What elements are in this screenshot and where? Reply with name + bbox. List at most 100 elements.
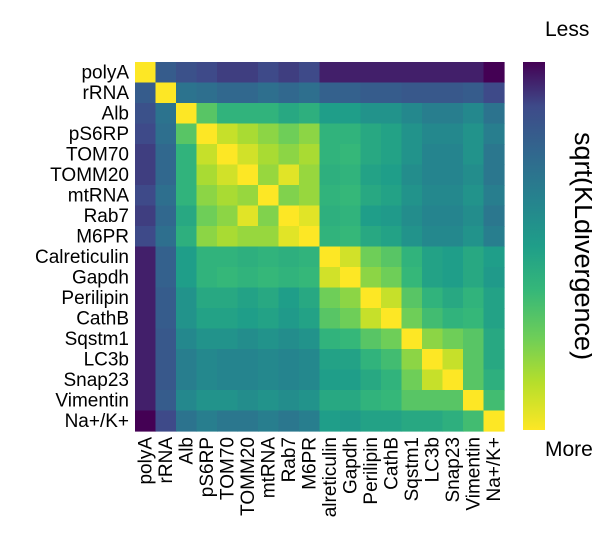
heatmap-cell <box>258 328 280 350</box>
heatmap-cell <box>176 246 198 268</box>
heatmap-cell <box>381 164 403 186</box>
heatmap-cell <box>319 185 341 207</box>
heatmap-cell <box>258 62 280 84</box>
column-label: Rab7 <box>279 437 300 482</box>
heatmap-cell <box>463 328 485 350</box>
heatmap-cell <box>340 226 362 248</box>
row-label: Snap23 <box>63 370 129 391</box>
heatmap-cell <box>442 267 464 289</box>
heatmap-cell <box>483 144 505 166</box>
heatmap-cell <box>463 62 485 84</box>
heatmap-cell <box>278 246 300 268</box>
heatmap-cell <box>258 205 280 227</box>
heatmap-cell <box>217 267 239 289</box>
heatmap-cell <box>340 287 362 309</box>
heatmap-cell <box>278 369 300 391</box>
column-label: TOM70 <box>217 437 238 500</box>
heatmap-cell <box>401 369 423 391</box>
heatmap-cell <box>340 308 362 330</box>
row-label: mtRNA <box>68 185 130 206</box>
heatmap-cell <box>401 103 423 125</box>
column-label: Vimentin <box>463 437 484 511</box>
heatmap-cell <box>135 123 157 145</box>
heatmap-cell <box>381 328 403 350</box>
row-label: Calreticulin <box>35 247 129 268</box>
heatmap-cell <box>483 205 505 227</box>
row-label: Vimentin <box>55 390 129 411</box>
heatmap-cell <box>278 349 300 371</box>
heatmap-cell <box>442 328 464 350</box>
heatmap-cell <box>258 164 280 186</box>
heatmap-cell <box>340 390 362 412</box>
heatmap-cell <box>135 82 157 104</box>
heatmap-cell <box>463 410 485 432</box>
row-label: Sqstm1 <box>65 329 129 350</box>
heatmap-cell <box>319 82 341 104</box>
heatmap-cell <box>278 62 300 84</box>
heatmap-cell <box>217 328 239 350</box>
heatmap-cell <box>360 328 382 350</box>
heatmap-cell <box>340 246 362 268</box>
heatmap-cell <box>422 123 444 145</box>
heatmap-cell <box>463 308 485 330</box>
heatmap-cell <box>237 82 259 104</box>
row-label: TOMM20 <box>50 165 129 186</box>
heatmap-cell <box>422 226 444 248</box>
heatmap-cell <box>381 390 403 412</box>
heatmap-cell <box>360 390 382 412</box>
heatmap-cell <box>340 185 362 207</box>
heatmap-cell <box>319 205 341 227</box>
heatmap-cell <box>258 287 280 309</box>
colorbar-top-label: Less similar <box>545 18 592 41</box>
heatmap-cell <box>196 246 218 268</box>
heatmap-cell <box>278 287 300 309</box>
heatmap-cell <box>196 349 218 371</box>
heatmap-cell <box>135 390 157 412</box>
heatmap-cell <box>176 287 198 309</box>
column-label: Gapdh <box>340 437 361 494</box>
heatmap-cell <box>299 410 321 432</box>
heatmap-cell <box>483 185 505 207</box>
heatmap-cell <box>155 226 177 248</box>
heatmap-cell <box>381 103 403 125</box>
heatmap-cell <box>381 205 403 227</box>
heatmap-cell <box>319 308 341 330</box>
heatmap-cell <box>176 82 198 104</box>
heatmap-cell <box>360 349 382 371</box>
heatmap-cell <box>401 226 423 248</box>
heatmap-cell <box>196 82 218 104</box>
heatmap-cell <box>299 82 321 104</box>
heatmap-cell <box>442 123 464 145</box>
heatmap-cell <box>401 62 423 84</box>
heatmap-cell <box>217 308 239 330</box>
heatmap-cell <box>422 328 444 350</box>
heatmap-cell <box>237 226 259 248</box>
column-label: polyA <box>135 437 156 485</box>
row-label: Na+/K+ <box>65 411 129 432</box>
heatmap-cell <box>463 390 485 412</box>
heatmap-cell <box>401 82 423 104</box>
heatmap-cell <box>381 246 403 268</box>
heatmap-cell <box>483 287 505 309</box>
heatmap-cell <box>176 369 198 391</box>
heatmap-cell <box>278 410 300 432</box>
heatmap-cell <box>237 328 259 350</box>
column-label: Snap23 <box>443 437 464 503</box>
heatmap-cell <box>217 205 239 227</box>
row-label: LC3b <box>84 349 129 370</box>
heatmap-cell <box>422 349 444 371</box>
heatmap-cell <box>176 410 198 432</box>
heatmap-cell <box>135 287 157 309</box>
heatmap-cell <box>135 349 157 371</box>
heatmap-cell <box>135 185 157 207</box>
heatmap-cell <box>401 410 423 432</box>
heatmap-cell <box>463 103 485 125</box>
row-label: CathB <box>76 308 129 329</box>
heatmap-cell <box>176 144 198 166</box>
heatmap-cell <box>196 267 218 289</box>
row-label: Perilipin <box>61 288 129 309</box>
heatmap-cell <box>237 62 259 84</box>
heatmap-cell <box>340 123 362 145</box>
heatmap-cell <box>217 82 239 104</box>
heatmap-cell <box>422 308 444 330</box>
